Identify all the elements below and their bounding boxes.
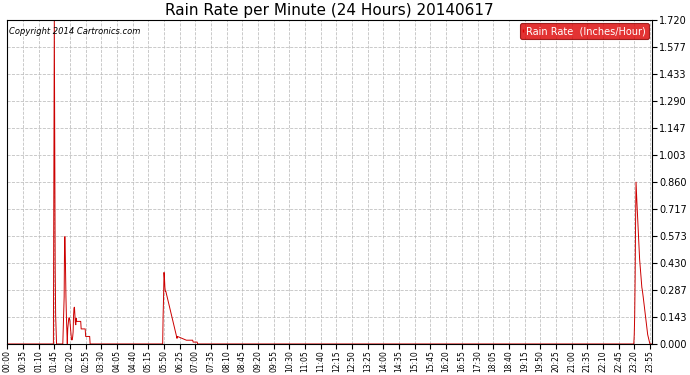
Title: Rain Rate per Minute (24 Hours) 20140617: Rain Rate per Minute (24 Hours) 20140617 bbox=[165, 3, 494, 18]
Legend: Rain Rate  (Inches/Hour): Rain Rate (Inches/Hour) bbox=[520, 23, 649, 39]
Text: Copyright 2014 Cartronics.com: Copyright 2014 Cartronics.com bbox=[8, 27, 140, 36]
